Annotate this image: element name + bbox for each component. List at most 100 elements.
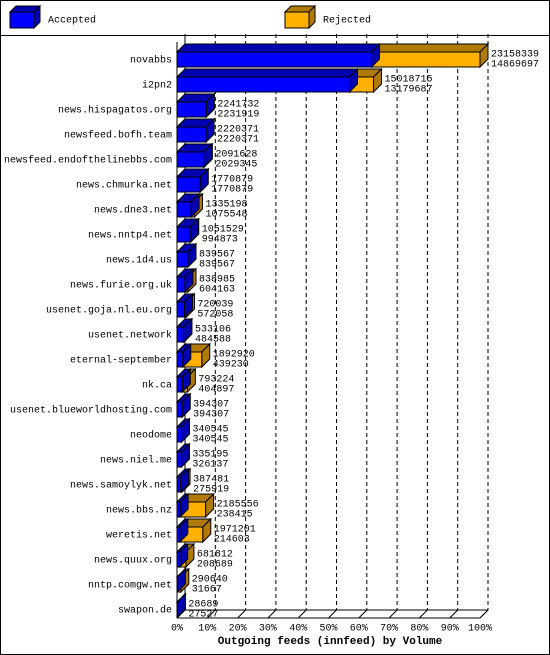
legend-label: Accepted [48,15,96,27]
x-tick-label: 90% [441,624,459,635]
bar-accepted [176,301,185,318]
category-label: eternal-september [70,355,172,367]
bar-accepted [176,51,373,68]
bar-accepted [176,251,189,268]
value-label: 572058 [197,310,233,321]
legend-label: Rejected [323,15,371,27]
category-label: newsfeed.bofh.team [64,130,172,142]
bar-accepted [176,526,181,543]
x-tick-label: 0% [171,624,183,635]
bar-accepted [176,351,184,368]
bar-accepted [176,476,182,493]
category-label: news.nntp4.net [88,231,172,242]
x-tick [328,609,337,619]
bar-accepted [176,276,186,293]
x-tick-label: 20% [229,624,247,635]
value-label: 387481 [193,475,229,486]
value-label: 720039 [197,300,233,311]
value-label: 2220371 [217,125,259,136]
bar-accepted [176,501,181,518]
category-label: news.samoylyk.net [70,480,172,492]
value-label: 2029345 [215,160,257,171]
x-tick-label: 60% [350,624,368,635]
value-label: 2241732 [217,100,259,111]
bar-accepted-top [175,68,359,78]
value-label: 793224 [198,375,234,386]
category-label: usenet.network [88,330,172,342]
value-label: 839567 [199,260,235,271]
bar-accepted [176,101,207,118]
category-label: news.hispagatos.org [58,105,172,117]
value-label: 1770879 [211,175,253,186]
x-tick-label: 50% [319,624,337,635]
x-tick-label: 100% [468,624,492,635]
value-label: 31667 [192,585,222,596]
value-label: 238415 [217,510,253,521]
value-label: 290640 [192,575,228,586]
bar-accepted [176,326,184,343]
category-label: i2pn2 [142,80,172,92]
category-label: nntp.comgw.net [88,581,172,592]
value-label: 839567 [199,250,235,261]
category-label: newsfeed.endofthelinebbs.com [4,155,172,167]
x-tick-label: 10% [198,624,216,635]
bar-accepted [176,226,191,243]
value-label: 23158339 [491,50,539,61]
x-tick [267,609,277,619]
bar-accepted [176,76,350,93]
value-label: 27527 [188,610,218,621]
category-label: news.1d4.us [106,255,172,267]
value-label: 838985 [199,275,235,286]
bar-accepted [176,451,182,468]
value-label: 1770879 [211,185,253,196]
value-label: 340545 [192,425,228,436]
value-label: 681812 [197,550,233,561]
x-tick-label: 40% [289,624,307,635]
x-tick [388,609,398,619]
value-label: 214603 [214,535,250,546]
legend-swatch [284,11,310,29]
category-label: usenet.blueworldhosting.com [10,405,172,417]
value-label: 1335198 [205,200,247,211]
category-label: news.chmurka.net [76,180,172,192]
x-tick [297,609,307,619]
value-label: 2185556 [217,500,259,511]
value-label: 1051529 [202,225,244,236]
value-label: 404897 [198,385,234,396]
x-tick-label: 80% [410,624,428,635]
x-tick [419,609,428,619]
category-label: swapon.de [118,605,172,617]
x-tick [206,609,216,619]
x-tick [449,609,459,619]
x-tick-label: 70% [380,624,398,635]
legend-swatch-side [308,4,316,30]
category-label: usenet.goja.nl.eu.org [46,305,172,317]
value-label: 275919 [193,485,229,496]
value-label: 394307 [193,410,229,421]
category-label: novabbs [130,55,172,67]
x-tick-label: 30% [259,624,277,635]
bar-accepted [176,151,205,168]
value-label: 2220371 [217,135,259,146]
value-label: 1971201 [214,525,256,536]
value-label: 2091628 [215,150,257,161]
category-label: news.dne3.net [94,205,172,217]
value-label: 1892920 [213,350,255,361]
value-label: 604163 [199,285,235,296]
x-tick [358,609,368,619]
category-label: news.quux.org [94,556,172,567]
value-label: 13179687 [385,85,433,96]
category-label: news.niel.me [100,455,172,467]
category-label: neodome [130,430,172,442]
value-label: 14869697 [491,60,539,71]
value-label: 208689 [197,560,233,571]
value-label: 335195 [192,450,228,461]
value-label: 394307 [193,400,229,411]
x-tick [479,609,489,619]
bar-accepted [176,176,201,193]
bar-accepted [176,201,192,218]
value-label: 533106 [195,325,231,336]
bar-accepted [176,376,183,393]
